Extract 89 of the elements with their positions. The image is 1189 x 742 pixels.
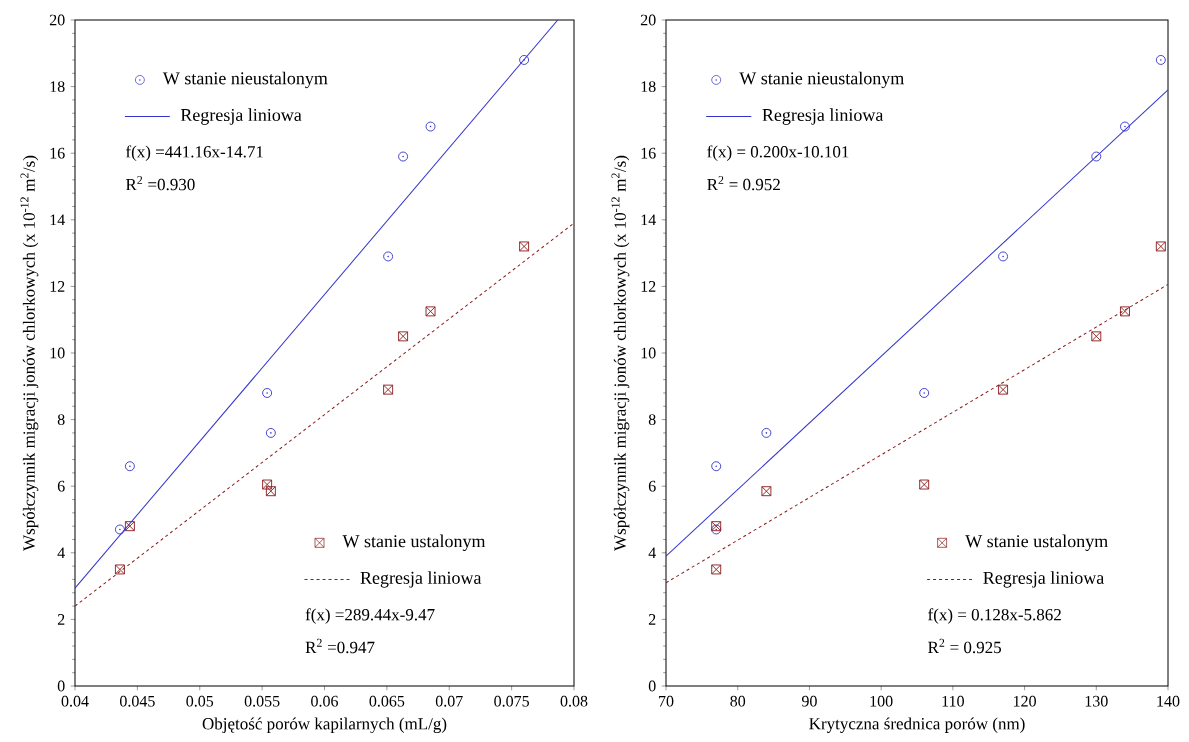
y-tick-label: 6 [57,480,65,492]
y-axis-title: Współczynnik migracji jonów chlorkowych (x 10$^{-12}$ m$^{2}$/s) [20,155,39,551]
x-tick-label: 110 [942,695,964,707]
y-tick-label: 10 [50,347,65,359]
y-tick-label: 16 [641,147,656,159]
point [1091,331,1102,342]
y-tick-label: 0 [57,680,65,692]
y-tick-label: 8 [648,414,656,425]
y-tick-label: 18 [641,81,656,92]
x-tick-label: 70 [659,695,674,707]
y-tick-label: 2 [57,614,65,625]
x-tick-label: 0.05 [186,695,214,707]
point [1091,151,1102,162]
point [1120,306,1130,317]
annotation: f(x) =441.16x-14.71 [125,145,263,161]
legend-label: W stanie nieustalonym [739,71,905,89]
annotation: R$^{2}$ =0.947 [305,638,375,654]
point [425,306,436,317]
y-tick-label: 0 [648,680,656,692]
point [761,427,772,438]
x-tick-label: 0.07 [435,695,463,707]
annotation: f(x) =289.44x-9.47 [305,608,435,624]
point [425,121,436,132]
point [265,486,276,497]
y-tick-label: 12 [641,281,656,292]
point [919,388,930,398]
x-tick-label: 0.08 [560,695,588,707]
point [262,388,273,398]
x-tick-label: 90 [801,695,817,707]
point [114,564,125,575]
y-tick-label: 2 [648,614,656,625]
y-axis-title: Współczynnik migracji jonów chlorkowych (x 10$^{-12}$ m$^{2}$/s) [611,155,630,551]
point [114,524,125,535]
x-tick-label: 0.045 [119,695,155,707]
x-tick-label: 0.04 [61,695,89,707]
point [383,384,394,395]
x-tick-label: 130 [1085,695,1108,707]
annotation: R$^{2}$ = 0.952 [707,175,780,191]
point [1155,241,1166,252]
point [919,479,930,490]
y-tick-label: 12 [50,281,65,292]
point [711,564,722,575]
x-tick-label: 0.06 [311,695,339,707]
y-tick-label: 16 [50,147,65,159]
legend-label: Regresja liniowa [983,571,1105,588]
y-tick-label: 14 [641,214,656,226]
x-tick-label: 100 [870,695,893,707]
x-axis-title: Krytyczna średnica porów (nm) [809,717,1025,733]
legend-label: W stanie nieustalonym [162,71,328,89]
point [519,241,530,252]
y-tick-label: 6 [648,480,656,492]
point [265,427,276,438]
x-tick-label: 140 [1157,695,1180,707]
point [262,479,273,490]
point [761,486,772,497]
point [398,331,409,342]
x-tick-label: 0.055 [244,695,280,707]
y-tick-label: 20 [640,14,656,26]
y-tick-label: 18 [50,81,65,92]
annotation: f(x) = 0.128x-5.862 [928,608,1061,624]
y-tick-label: 8 [57,414,65,425]
legend-label: Regresja liniowa [180,108,302,125]
legend-label: Regresja liniowa [762,108,884,125]
x-tick-label: 0.065 [369,695,405,707]
x-axis-title: Objętość porów kapilarnych (mL/g) [202,717,447,734]
annotation: R$^{2}$ = 0.925 [928,638,1002,654]
y-tick-label: 20 [49,14,65,26]
y-tick-label: 4 [57,547,65,559]
y-tick-label: 4 [648,547,656,559]
point [519,55,530,65]
point [711,461,722,472]
point [1120,121,1130,132]
point [383,251,394,262]
x-tick-label: 80 [730,695,746,707]
point [1155,55,1166,65]
legend-label: W stanie ustalonym [965,534,1108,551]
legend-label: W stanie ustalonym [342,534,486,551]
point [124,521,135,532]
point [124,461,135,472]
legend-label: Regresja liniowa [360,571,482,588]
x-tick-label: 0.075 [494,695,529,707]
y-tick-label: 10 [641,347,656,359]
y-tick-label: 14 [50,214,65,226]
x-tick-label: 120 [1013,695,1036,707]
annotation: R$^{2}$ =0.930 [125,175,195,191]
annotation: f(x) = 0.200x-10.101 [707,145,849,161]
point [998,251,1009,262]
point [998,384,1009,395]
point [398,151,409,162]
